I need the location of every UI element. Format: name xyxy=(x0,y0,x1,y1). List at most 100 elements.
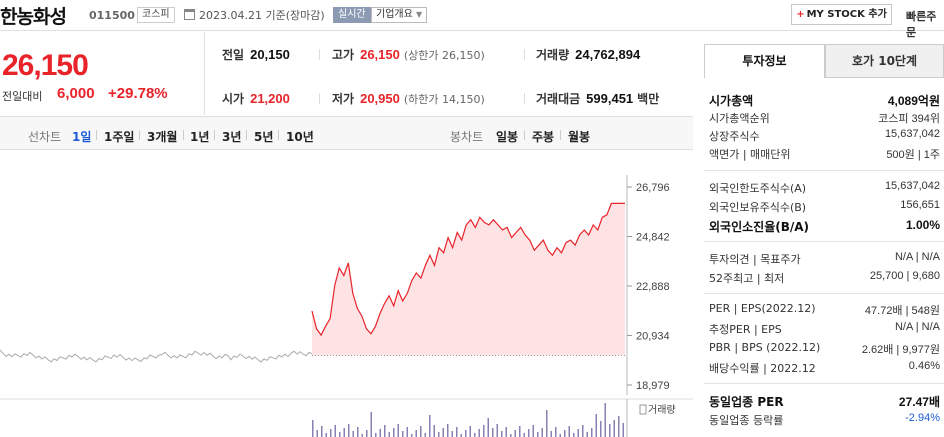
candle-chart-label: 봉차트 xyxy=(450,130,484,144)
volume-bar xyxy=(582,425,584,437)
period-tab-3m[interactable]: 3개월 xyxy=(147,130,178,144)
volume-bar xyxy=(573,433,575,437)
line-chart-label: 선차트 xyxy=(28,130,62,144)
stock-name: 한농화성 xyxy=(0,6,67,28)
period-tab-1y[interactable]: 1년 xyxy=(190,130,210,144)
volume-bar xyxy=(366,430,368,437)
volume-bar xyxy=(343,428,345,437)
candle-tab-day[interactable]: 일봉 xyxy=(496,130,519,144)
volume-bar xyxy=(330,429,332,437)
volume-bar xyxy=(460,434,462,437)
stock-code: 011500 xyxy=(89,9,135,22)
listed-shares-row: 상장주식수 15,637,042 xyxy=(709,128,940,143)
volume-bar xyxy=(546,410,548,437)
volume-bar xyxy=(312,420,314,437)
tab-order-book[interactable]: 호가 10단계 xyxy=(825,44,944,78)
volume-bar xyxy=(586,432,588,437)
prev-close: 전일 20,150 xyxy=(222,47,290,62)
market-cap-rank-row: 시가총액순위 코스피 394위 xyxy=(709,112,940,125)
52week-row: 52주최고 | 최저 25,700 | 9,680 xyxy=(709,270,940,285)
tab-investment-info[interactable]: 투자정보 xyxy=(704,44,825,78)
market-badge: 코스피 xyxy=(137,7,175,23)
candle-tab-month[interactable]: 월봉 xyxy=(568,130,591,144)
y-tick-label: 20,934 xyxy=(636,330,670,342)
volume-bar xyxy=(537,432,539,437)
volume-bar xyxy=(564,430,566,437)
price-box: 26,150 전일대비 6,000 +29.78% xyxy=(0,32,205,115)
volume-bar xyxy=(577,429,579,437)
date-suffix: 기준(장마감) xyxy=(265,9,325,22)
company-info-button[interactable]: 기업개요 ▼ xyxy=(371,7,428,23)
volume-bar xyxy=(514,430,516,437)
investment-panel: 투자정보 호가 10단계 시가총액 4,089억원 시가총액순위 코스피 394위 … xyxy=(704,44,944,437)
volume-bar xyxy=(528,429,530,437)
volume-bar xyxy=(393,428,395,437)
volume-legend-icon xyxy=(639,404,647,415)
volume-bar xyxy=(609,424,611,437)
y-tick-label: 24,842 xyxy=(636,231,670,243)
y-tick-label: 22,888 xyxy=(636,281,670,293)
change-value: 6,000 xyxy=(57,85,95,102)
pbr-bps-row: PBR | BPS (2022.12) 2.62배 | 9,977원 xyxy=(709,341,940,356)
volume-bar xyxy=(420,426,422,437)
volume-bar xyxy=(523,433,525,437)
price-area-fill xyxy=(312,203,625,356)
add-mystock-button[interactable]: + MY STOCK 추가 xyxy=(791,4,892,25)
volume-bar xyxy=(447,424,449,437)
period-tab-10y[interactable]: 10년 xyxy=(286,130,314,144)
volume-bar xyxy=(451,431,453,437)
market-cap-row: 시가총액 4,089억원 xyxy=(709,94,940,108)
chart-tabs: 선차트 1일 1주일 3개월 1년 3년 5년 10년 봉차트 일봉 주봉 월봉 xyxy=(0,116,693,150)
volume-bar xyxy=(519,426,521,437)
previous-days-line xyxy=(0,349,313,363)
volume-bar xyxy=(474,433,476,437)
volume-bar xyxy=(591,428,593,437)
volume-bar xyxy=(397,424,399,437)
date-text: 2023.04.21 기준(장마감) xyxy=(199,7,325,23)
period-tab-3y[interactable]: 3년 xyxy=(222,130,242,144)
volume-bar xyxy=(487,418,489,437)
trade-amount: 거래대금 599,451 백만 xyxy=(536,91,660,106)
volume-bar xyxy=(348,424,350,437)
plus-icon: + xyxy=(796,9,805,20)
per-eps-row: PER | EPS(2022.12) 47.72배 | 548원 xyxy=(709,302,940,317)
volume-bar xyxy=(411,434,413,437)
volume-bar xyxy=(555,427,557,437)
volume-bar xyxy=(469,426,471,437)
volume-bar xyxy=(384,425,386,437)
period-tab-5y[interactable]: 5년 xyxy=(254,130,274,144)
volume-bar xyxy=(505,427,507,437)
est-per-row: 추정PER | EPS N/A | N/A xyxy=(709,321,940,336)
volume: 거래량 24,762,894 xyxy=(536,47,641,62)
candle-tab-week[interactable]: 주봉 xyxy=(532,130,555,144)
realtime-button[interactable]: 실시간 xyxy=(333,7,371,23)
volume-label: 거래량 xyxy=(648,404,676,416)
volume-bar xyxy=(406,427,408,437)
dividend-row: 배당수익률 | 2022.12 0.46% xyxy=(709,360,940,375)
volume-bar xyxy=(604,403,606,437)
change-label: 전일대비 xyxy=(2,90,43,103)
volume-bar xyxy=(568,426,570,437)
volume-bar xyxy=(370,412,372,437)
company-info-label: 기업개요 xyxy=(376,9,413,20)
quote-grid: 전일 20,150 고가 26,150 (상한가 26,150) 거래량 24,762,… xyxy=(206,32,692,115)
opinion-row: 투자의견 | 목표주가 N/A | N/A xyxy=(709,251,940,266)
foreign-ratio-row: 외국인소진율(B/A) 1.00% xyxy=(709,218,940,234)
volume-bar xyxy=(501,431,503,437)
volume-bar xyxy=(316,430,318,437)
period-tab-1d[interactable]: 1일 xyxy=(72,130,92,144)
price-chart-svg: 26,796 24,842 22,888 20,934 18,979 거래량 xyxy=(0,151,693,437)
volume-bar xyxy=(325,433,327,437)
y-tick-label: 18,979 xyxy=(636,380,670,392)
volume-bar xyxy=(438,432,440,437)
volume-bar xyxy=(559,434,561,437)
quick-order-link[interactable]: 빠른주문 xyxy=(906,10,937,39)
volume-bar xyxy=(492,428,494,437)
volume-bar xyxy=(424,433,426,437)
volume-bar xyxy=(361,434,363,437)
volume-bar xyxy=(465,430,467,437)
volume-bar xyxy=(375,433,377,437)
volume-bar xyxy=(510,434,512,437)
volume-bar xyxy=(541,428,543,437)
period-tab-1w[interactable]: 1주일 xyxy=(104,130,135,144)
